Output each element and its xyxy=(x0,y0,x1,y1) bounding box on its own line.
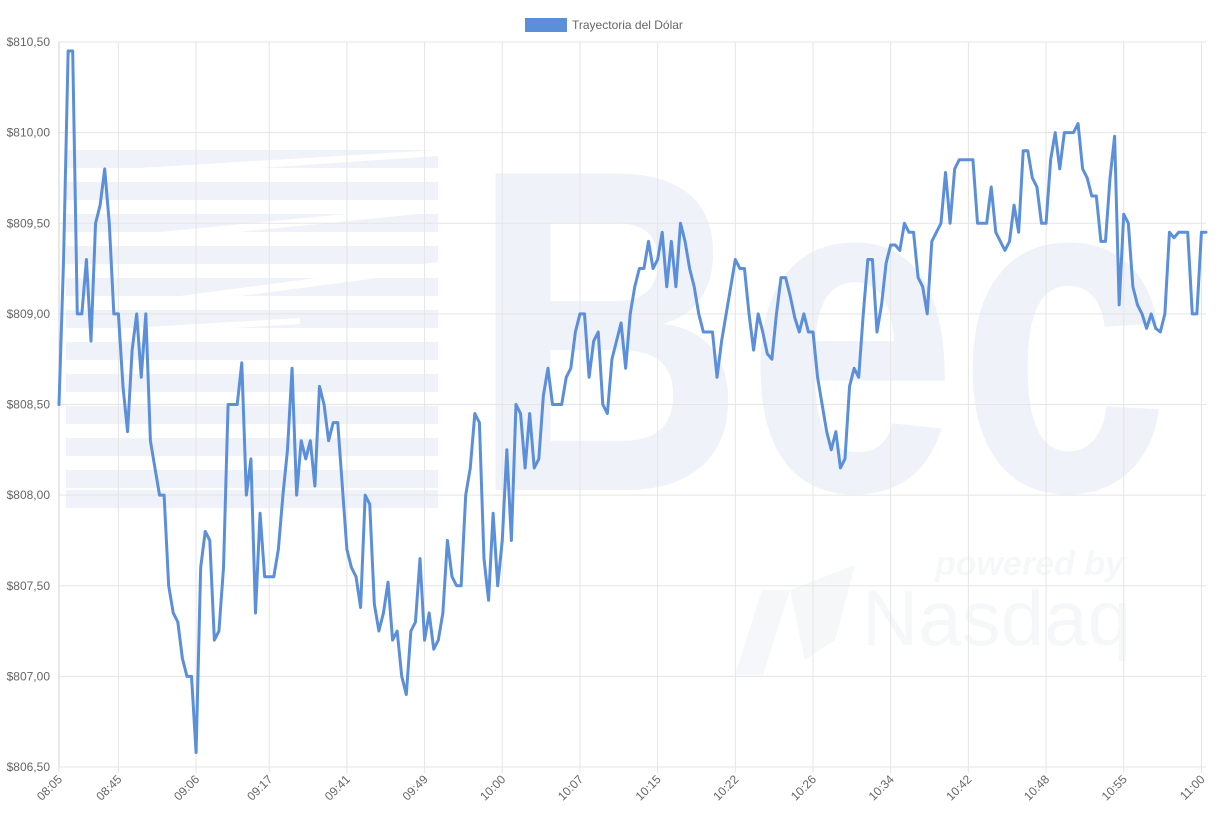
bec-stripes-cutout xyxy=(130,150,438,334)
y-tick-label: $808,50 xyxy=(7,398,51,412)
x-tick-label: 11:00 xyxy=(1177,772,1208,803)
x-tick-label: 10:34 xyxy=(866,772,897,803)
y-tick-label: $808,00 xyxy=(7,488,51,502)
watermark-powered-by: powered by xyxy=(934,545,1126,583)
x-tick-label: 10:26 xyxy=(788,772,819,803)
y-tick-label: $806,50 xyxy=(7,760,51,774)
y-axis-tick-labels: $806,50 $807,00 $807,50 $808,00 $808,50 $809,… xyxy=(7,35,51,774)
y-tick-label: $809,50 xyxy=(7,216,51,230)
x-tick-label: 09:41 xyxy=(322,772,353,803)
x-tick-label: 10:22 xyxy=(710,772,741,803)
vertical-gridlines xyxy=(58,42,1202,773)
y-tick-label: $810,00 xyxy=(7,126,51,140)
legend-label: Trayectoria del Dólar xyxy=(572,18,683,32)
x-tick-label: 08:05 xyxy=(34,772,65,803)
y-tick-label: $807,50 xyxy=(7,579,51,593)
bec-stripes-logo xyxy=(66,150,438,508)
x-tick-label: 10:07 xyxy=(555,772,586,803)
legend-swatch xyxy=(525,18,567,32)
y-tick-label: $807,00 xyxy=(7,669,51,683)
horizontal-gridlines xyxy=(59,41,1206,768)
y-tick-label: $810,50 xyxy=(7,35,51,49)
x-tick-label: 10:15 xyxy=(633,772,664,803)
nasdaq-logo-icon xyxy=(735,565,855,675)
x-tick-label: 10:00 xyxy=(477,772,508,803)
x-tick-label: 10:55 xyxy=(1099,772,1130,803)
x-axis-tick-labels: 08:05 08:45 09:06 09:17 09:41 09:49 10:00 10:07… xyxy=(34,772,1208,803)
watermark-partner: Nasdaq xyxy=(862,574,1131,662)
x-tick-label: 09:06 xyxy=(171,772,202,803)
bec-nasdaq-watermark: Bec powered by Nasdaq xyxy=(66,75,1170,675)
x-tick-label: 08:45 xyxy=(93,772,124,803)
x-tick-label: 09:49 xyxy=(400,772,431,803)
x-tick-label: 09:17 xyxy=(244,772,275,803)
x-tick-label: 10:48 xyxy=(1021,772,1052,803)
series-line-dolar xyxy=(57,49,1208,754)
x-tick-label: 10:42 xyxy=(943,772,974,803)
legend[interactable]: Trayectoria del Dólar xyxy=(525,18,683,32)
y-tick-label: $809,00 xyxy=(7,307,51,321)
